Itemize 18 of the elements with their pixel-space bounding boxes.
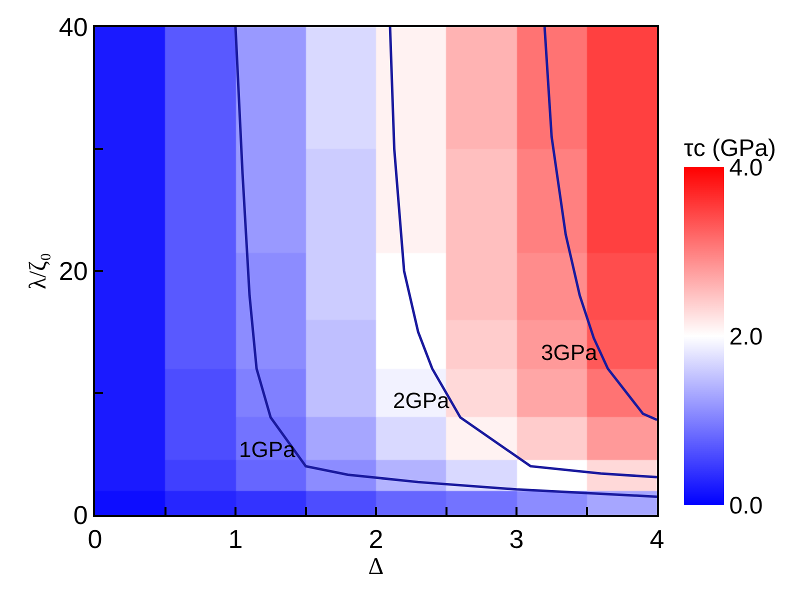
line-series [388,27,657,478]
color-bar-label: 2.0 [729,323,763,350]
x-tick-label: 2 [368,524,384,554]
annotation: 3GPa [541,340,598,365]
y-tick-label: 40 [58,12,88,42]
color-bar-title: τc (GPa) [684,135,776,162]
y-tick-label: 0 [73,500,88,530]
x-tick-label: 4 [650,524,664,554]
line-series [234,27,657,498]
annotation: 1GPa [239,437,296,462]
annotation: 2GPa [393,388,450,413]
color-bar-label: 0.0 [729,492,763,520]
y-axis-title: λ/ζ₀ [25,252,52,290]
line-series [543,27,657,422]
x-axis-title: Δ [368,554,384,580]
y-tick-label: 20 [58,256,88,286]
x-tick-label: 3 [509,524,524,554]
x-tick-label: 1 [228,524,243,554]
